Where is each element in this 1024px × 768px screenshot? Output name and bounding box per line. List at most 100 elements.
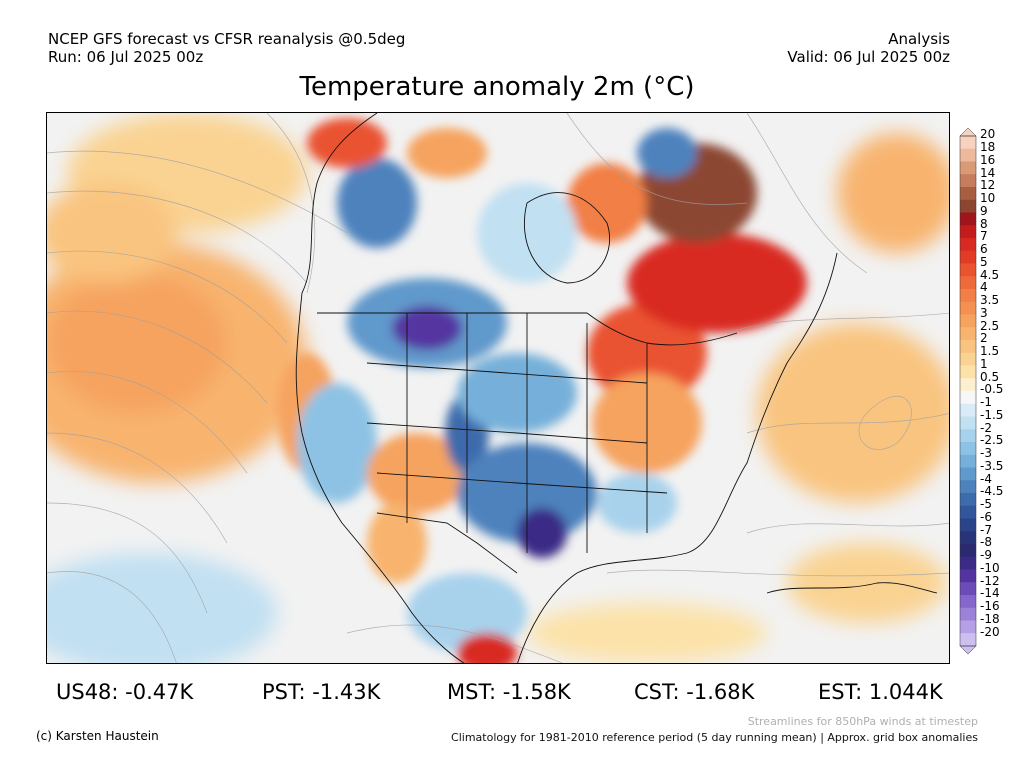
run-time: Run: 06 Jul 2025 00z (48, 48, 204, 66)
colorbar-tick-label: 1 (980, 356, 988, 371)
colorbar-min-arrow (959, 645, 977, 655)
colorbar-tick-label: -20 (980, 624, 1000, 639)
colorbar-tick-label: 16 (980, 152, 996, 167)
colorbar-tick-label: -16 (980, 599, 1000, 614)
anomaly-map (46, 112, 950, 664)
colorbar (959, 127, 977, 655)
colorbar-tick-label: 2.5 (980, 318, 1000, 333)
colorbar-swatch (960, 174, 976, 188)
streamline (47, 310, 268, 404)
coastlines-and-borders (295, 113, 938, 663)
streamline (746, 113, 868, 274)
colorbar-tick-label: 8 (980, 216, 988, 231)
colorbar-tick-label: -10 (980, 560, 1000, 575)
streamline (566, 113, 748, 205)
alaska-north-warm (307, 118, 387, 168)
colorbar-swatch (960, 212, 976, 226)
colorbar-tick-label: 14 (980, 165, 996, 180)
southern-mexico-warm (457, 633, 517, 663)
streamline (47, 190, 308, 284)
colorbar-swatch (960, 352, 976, 366)
colorbar-tick-label: 10 (980, 191, 996, 206)
colorbar-tick-label: 5 (980, 254, 988, 269)
montana-very-cold (392, 306, 462, 350)
credit: (c) Karsten Haustein (36, 729, 159, 743)
colorbar-swatch (960, 289, 976, 303)
greenland-warm (837, 133, 949, 253)
header-valid-info: Analysis Valid: 06 Jul 2025 00z (787, 30, 950, 66)
colorbar-tick-label: -5 (980, 497, 992, 512)
colorbar-tick-label: -7 (980, 522, 992, 537)
colorbar-tick-label: 3 (980, 305, 988, 320)
great-basin-cool (297, 383, 377, 503)
colorbar-swatch (960, 467, 976, 481)
stat-us48: US48: -0.47K (56, 680, 194, 704)
colorbar-swatch (960, 340, 976, 354)
header-model-info: NCEP GFS forecast vs CFSR reanalysis @0.… (48, 30, 405, 66)
streamline (346, 624, 563, 663)
colorbar-tick-label: 9 (980, 203, 988, 218)
streamline (47, 150, 348, 234)
colorbar-tick-label: -18 (980, 611, 1000, 626)
colorbar-tick-label: 6 (980, 242, 988, 257)
us-mexico-border (376, 512, 518, 574)
streamline (47, 571, 177, 663)
anomaly-fields-ocean (47, 113, 949, 663)
colorbar-swatch (960, 493, 976, 507)
colorbar-swatch (960, 403, 976, 417)
colorbar-tick-label: 0.5 (980, 369, 1000, 384)
colorbar-swatch (960, 187, 976, 201)
valid-time: Valid: 06 Jul 2025 00z (787, 48, 950, 66)
colorbar-labels: 20 18 16 14 12 10 9 8 7 6 5 4.5 4 3.5 3 2.5 2 1.5 1 0.5 -0.5… (980, 128, 1020, 638)
colorbar-swatch (960, 544, 976, 558)
map-title: Temperature anomaly 2m (°C) (299, 72, 695, 102)
streamlines (47, 113, 949, 663)
colorbar-tick-label: -3 (980, 446, 992, 461)
streamline (606, 569, 949, 577)
colorbar-swatch (960, 276, 976, 290)
colorbar-swatch (960, 199, 976, 213)
state-line (376, 472, 668, 494)
colorbar-tick-label: 2 (980, 331, 988, 346)
colorbar-tick-label: -2.5 (980, 433, 1004, 448)
colorbar-swatch (960, 327, 976, 341)
streamline (47, 432, 228, 544)
mexico-cool (407, 573, 527, 653)
colorbar-swatch (960, 454, 976, 468)
hudson-bay-warm (567, 163, 647, 243)
colorbar-swatch (960, 480, 976, 494)
colorbar-max-arrow (959, 127, 977, 137)
colorbar-tick-label: -2 (980, 420, 992, 435)
regional-stats: US48: -0.47K PST: -1.43K MST: -1.58K CST… (0, 680, 1024, 706)
streamline (746, 413, 949, 434)
colorbar-swatch (960, 595, 976, 609)
colorbar-swatch (960, 518, 976, 532)
climatology-note: Climatology for 1981-2010 reference peri… (451, 731, 978, 744)
gulf-atlantic-coastline (517, 252, 838, 663)
colorbar-swatch (960, 569, 976, 583)
colorbar-swatch (960, 225, 976, 239)
colorbar-tick-label: -14 (980, 586, 1000, 601)
colorbar-tick-label: 12 (980, 178, 996, 193)
colorbar-swatch (960, 378, 976, 392)
hudson-bay-coast (523, 192, 611, 284)
yukon-cold (337, 158, 417, 248)
streamline (726, 312, 949, 334)
colorbar-tick-label: -3.5 (980, 458, 1004, 473)
cuba-hispaniola-coast (766, 582, 938, 594)
colorbar-swatch (960, 531, 976, 545)
state-line (366, 422, 648, 444)
colorbar-swatch (960, 365, 976, 379)
colorbar-swatch (960, 633, 976, 647)
colorbar-swatch (960, 148, 976, 162)
colorbar-swatch (960, 161, 976, 175)
pacific-cool-south (47, 553, 277, 663)
analysis-label: Analysis (888, 30, 950, 48)
colorbar-tick-label: -4 (980, 471, 992, 486)
colorbar-swatch (960, 620, 976, 634)
southwest-warm (367, 433, 467, 513)
stat-mst: MST: -1.58K (447, 680, 571, 704)
stat-pst: PST: -1.43K (262, 680, 381, 704)
colorbar-swatch (960, 416, 976, 430)
